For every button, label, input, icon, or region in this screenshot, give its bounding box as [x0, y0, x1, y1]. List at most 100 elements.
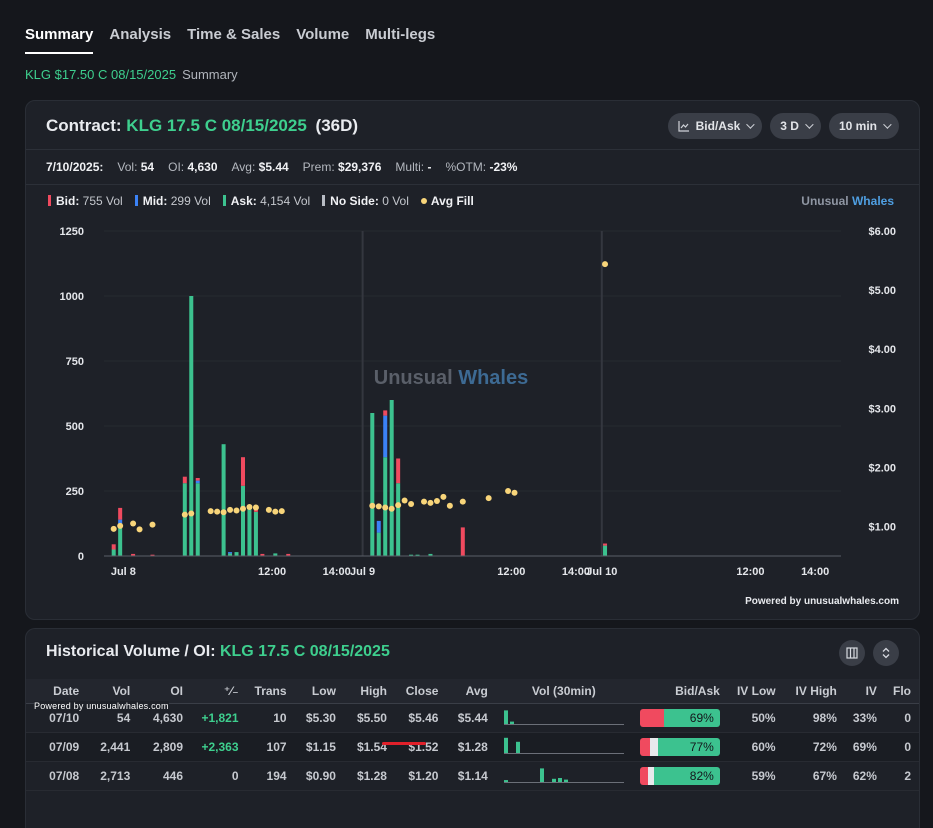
contract-name: KLG 17.5 C 08/15/2025: [126, 116, 307, 135]
range-label: 3 D: [780, 119, 799, 133]
table-cell: 69%: [852, 739, 877, 754]
x-tick: 12:00: [736, 566, 764, 578]
avg-fill-point: [239, 505, 246, 512]
interval-dropdown[interactable]: 10 min: [828, 113, 899, 139]
avg-fill-point: [427, 499, 434, 506]
column-header[interactable]: Vol: [112, 683, 131, 698]
column-header[interactable]: High: [360, 683, 387, 698]
x-tick: 14:00: [562, 566, 590, 578]
y-right-tick: $3.00: [868, 403, 896, 415]
legend-ask[interactable]: Ask: 4,154 Vol: [222, 194, 310, 208]
legend-bid[interactable]: Bid: 755 Vol: [48, 194, 123, 208]
tab-summary[interactable]: Summary: [25, 26, 94, 54]
table-cell: $5.30: [305, 710, 336, 725]
divider: [26, 184, 919, 185]
legend-avg-fill[interactable]: Avg Fill: [420, 194, 474, 208]
bar-ask: [370, 413, 375, 556]
bid-ask-cell: 77%: [632, 732, 728, 761]
table-row[interactable]: 07/10 54 4,630 +1,821 10 $5.30 $5.50 $5.46 $5.44…: [26, 703, 919, 732]
legend-no-side[interactable]: No Side: 0 Vol: [322, 194, 409, 208]
table-cell: 54: [116, 710, 131, 725]
sparkline-bar: [503, 710, 508, 724]
tab-multi-legs[interactable]: Multi-legs: [365, 26, 436, 43]
avg-fill-point: [408, 501, 415, 507]
column-header[interactable]: IV Low: [736, 683, 776, 698]
table-cell: 60%: [751, 739, 776, 754]
y-left-tick: 250: [66, 486, 84, 498]
table-cell: 2,441: [100, 739, 131, 754]
bar-bid: [150, 554, 155, 556]
history-table: Date Vol OI ⁺⁄₋ Trans Low High Close Avg Vol (30m…: [26, 679, 919, 791]
avg-fill-point: [181, 511, 188, 518]
top-tabs: Summary Analysis Time & Sales Volume Mul…: [25, 26, 435, 54]
bar-ask: [376, 532, 381, 556]
y-right-tick: $6.00: [868, 226, 896, 238]
table-cell: 50%: [751, 710, 776, 725]
avg-fill-point: [233, 507, 240, 514]
column-header[interactable]: Flo: [893, 683, 911, 698]
column-header[interactable]: Close: [405, 683, 439, 698]
columns-button[interactable]: [839, 640, 865, 666]
column-header[interactable]: OI: [170, 683, 183, 698]
tab-volume[interactable]: Volume: [296, 26, 350, 43]
expand-button[interactable]: [873, 640, 899, 666]
avg-fill-point: [421, 498, 428, 505]
chart-card: Contract: KLG 17.5 C 08/15/2025 (36D) Bi…: [25, 100, 920, 620]
sparkline-bar: [563, 779, 568, 782]
table-cell: $1.20: [408, 768, 439, 783]
volume-chart[interactable]: 0 250 500 750 1000 1250 $1.00 $2.00 $3.00 $4.00 $5…: [26, 101, 921, 621]
avg-fill-point: [110, 525, 117, 532]
avg-fill-point: [440, 493, 447, 500]
table-cell: 62%: [852, 768, 877, 783]
vol-30min-sparkline: [496, 703, 632, 732]
table-row[interactable]: 07/08 2,713 446 0 194 $0.90 $1.28 $1.20 $1.14 82%…: [26, 761, 919, 790]
table-cell: 33%: [852, 710, 877, 725]
range-dropdown[interactable]: 3 D: [770, 113, 821, 139]
sparkline-bar: [551, 778, 556, 782]
bar-ask: [253, 511, 258, 556]
column-header[interactable]: Vol (30min): [531, 683, 596, 698]
table-cell: 107: [266, 739, 287, 754]
bar-ask: [195, 483, 200, 556]
column-header[interactable]: ⁺⁄₋: [223, 683, 239, 698]
column-header[interactable]: Low: [311, 683, 336, 698]
tab-analysis[interactable]: Analysis: [109, 26, 172, 43]
bar-mid: [376, 520, 381, 533]
avg-fill-point: [130, 520, 137, 527]
table-cell: $1.28: [457, 739, 488, 754]
column-header[interactable]: IV High: [795, 683, 837, 698]
ask-share: 82%: [654, 766, 720, 785]
bar-ask: [111, 549, 116, 556]
mode-dropdown[interactable]: Bid/Ask: [667, 113, 763, 139]
stats-otm: %OTM: -23%: [445, 160, 518, 174]
sparkline: [503, 768, 624, 783]
sparkline-bar: [509, 721, 514, 724]
breadcrumb-contract[interactable]: KLG $17.50 C 08/15/2025: [25, 67, 177, 82]
y-left-tick: 1250: [60, 226, 84, 238]
avg-fill-point: [278, 508, 285, 515]
powered-by-small: Powered by unusualwhales.com: [34, 701, 169, 711]
column-header[interactable]: IV: [865, 683, 877, 698]
avg-fill-point: [602, 261, 609, 268]
avg-fill-point: [446, 502, 453, 509]
table-cell: $5.50: [356, 710, 387, 725]
table-cell: 98%: [812, 710, 837, 725]
tab-time-sales[interactable]: Time & Sales: [187, 26, 281, 43]
column-header[interactable]: Date: [53, 683, 80, 698]
column-header[interactable]: Bid/Ask: [675, 683, 720, 698]
bar-ask: [118, 524, 123, 556]
sparkline-bar: [503, 737, 508, 753]
bar-ask: [396, 483, 401, 556]
sparkline-bar: [515, 741, 520, 753]
column-header[interactable]: Avg: [465, 683, 488, 698]
avg-fill-point: [375, 503, 382, 510]
avg-fill-point: [136, 526, 143, 533]
bar-ask: [189, 296, 194, 556]
avg-fill-point: [511, 489, 518, 496]
column-header[interactable]: Trans: [254, 683, 287, 698]
table-row[interactable]: 07/09 2,441 2,809 +2,363 107 $1.15 $1.54 $1.52 $…: [26, 732, 919, 761]
bar-ask: [409, 554, 414, 556]
avg-fill-point: [214, 508, 221, 515]
legend-mid[interactable]: Mid: 299 Vol: [134, 194, 211, 208]
x-tick: Jul 10: [586, 566, 617, 578]
